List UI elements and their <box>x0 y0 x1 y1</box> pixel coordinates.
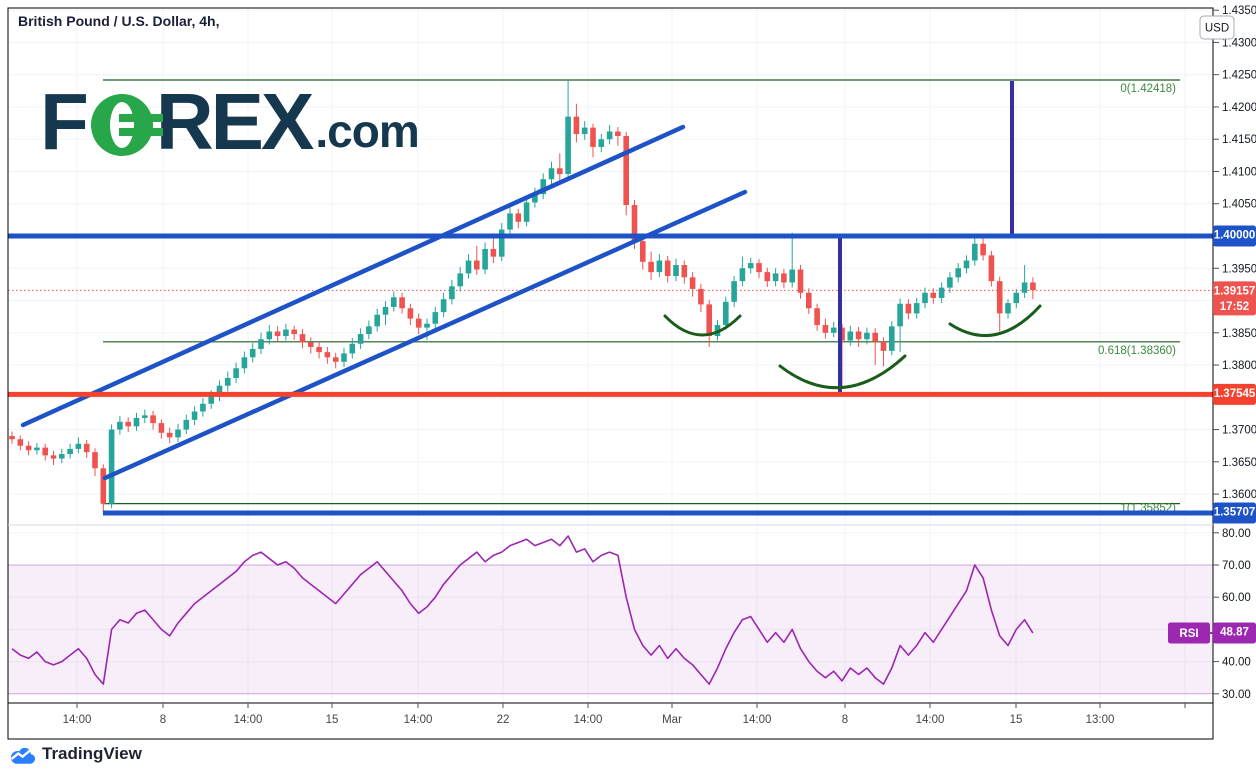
svg-text:1.42500: 1.42500 <box>1222 70 1256 82</box>
svg-text:80.00: 80.00 <box>1222 528 1251 540</box>
svg-text:0.618(1.38360): 0.618(1.38360) <box>1098 345 1176 357</box>
svg-text:14:00: 14:00 <box>234 714 263 726</box>
rsi-line <box>11 535 1034 685</box>
horizontal-levels[interactable] <box>8 233 1213 516</box>
tradingview-logo-icon <box>10 747 35 764</box>
svg-text:8: 8 <box>160 714 166 726</box>
symbol-title: British Pound / U.S. Dollar, 4h, <box>18 13 220 29</box>
svg-text:1.43500: 1.43500 <box>1222 5 1256 17</box>
fib-labels: 0(1.42418)0.618(1.38360)1(1.35852) <box>1098 83 1176 515</box>
pane-borders <box>7 7 1214 740</box>
svg-text:30.00: 30.00 <box>1222 689 1251 701</box>
svg-text:60.00: 60.00 <box>1222 592 1251 604</box>
trend-channel[interactable] <box>20 124 748 481</box>
svg-text:1.42000: 1.42000 <box>1222 102 1256 114</box>
tradingview-logo-text: TradingView <box>42 744 142 763</box>
svg-text:1.41000: 1.41000 <box>1222 166 1256 178</box>
svg-text:1.37000: 1.37000 <box>1222 425 1256 437</box>
svg-text:17:52: 17:52 <box>1220 301 1249 313</box>
svg-text:70.00: 70.00 <box>1222 560 1251 572</box>
rsi-label-badge[interactable]: RSI <box>1168 622 1216 644</box>
svg-text:1.36500: 1.36500 <box>1222 457 1256 469</box>
svg-text:1.37545: 1.37545 <box>1214 388 1256 400</box>
price-axis[interactable]: 1.43500 1.43000 1.42500 1.42000 1.41500 1.410… <box>1213 5 1256 701</box>
svg-text:1.38500: 1.38500 <box>1222 328 1256 340</box>
currency-badge[interactable]: USD <box>1199 15 1235 40</box>
svg-text:14:00: 14:00 <box>916 714 945 726</box>
logo-dotcom: .com <box>315 105 419 157</box>
svg-text:48.87: 48.87 <box>1220 627 1249 639</box>
svg-text:1.38000: 1.38000 <box>1222 360 1256 372</box>
time-axis[interactable]: 14:00 8 14:00 15 14:00 22 14:00 Mar 14:00 8 14:00 1… <box>63 703 1186 726</box>
svg-text:1.43000: 1.43000 <box>1222 37 1256 49</box>
svg-text:1.40000: 1.40000 <box>1214 230 1256 242</box>
svg-text:1.35707: 1.35707 <box>1214 506 1256 518</box>
svg-text:8: 8 <box>842 714 848 726</box>
vertical-lines[interactable] <box>838 81 1014 392</box>
svg-text:USD: USD <box>1205 23 1229 35</box>
rsi-band <box>8 564 1213 695</box>
logo-letter-f: F <box>40 77 89 166</box>
forex-watermark: F REX .com <box>40 77 420 166</box>
tradingview-attribution[interactable]: TradingView <box>8 743 142 765</box>
svg-text:15: 15 <box>326 714 339 726</box>
svg-text:Mar: Mar <box>662 714 682 726</box>
pattern-arcs[interactable] <box>663 304 1042 390</box>
svg-text:1.39157: 1.39157 <box>1214 285 1256 297</box>
svg-text:14:00: 14:00 <box>574 714 603 726</box>
svg-text:14:00: 14:00 <box>63 714 92 726</box>
fib-retracement[interactable] <box>103 79 1180 505</box>
axis-badges: 1.40000 1.39157 17:52 1.37545 1.35707 48.87 <box>1213 225 1256 644</box>
svg-text:15: 15 <box>1010 714 1023 726</box>
svg-text:14:00: 14:00 <box>404 714 433 726</box>
coin-bar-bottom <box>118 128 163 136</box>
svg-text:14:00: 14:00 <box>743 714 772 726</box>
coin-bar-top <box>118 114 163 122</box>
svg-text:13:00: 13:00 <box>1086 714 1115 726</box>
candles-layer <box>9 79 1036 513</box>
logo-coin-o-icon <box>90 94 163 156</box>
svg-text:1.40500: 1.40500 <box>1222 199 1256 211</box>
svg-text:1.41500: 1.41500 <box>1222 134 1256 146</box>
svg-text:40.00: 40.00 <box>1222 657 1251 669</box>
logo-letters-rex: REX <box>155 77 314 166</box>
svg-text:RSI: RSI <box>1179 628 1198 640</box>
svg-text:1.39500: 1.39500 <box>1222 263 1256 275</box>
svg-text:0(1.42418): 0(1.42418) <box>1120 83 1176 95</box>
svg-text:1.36000: 1.36000 <box>1222 489 1256 501</box>
svg-text:22: 22 <box>497 714 510 726</box>
